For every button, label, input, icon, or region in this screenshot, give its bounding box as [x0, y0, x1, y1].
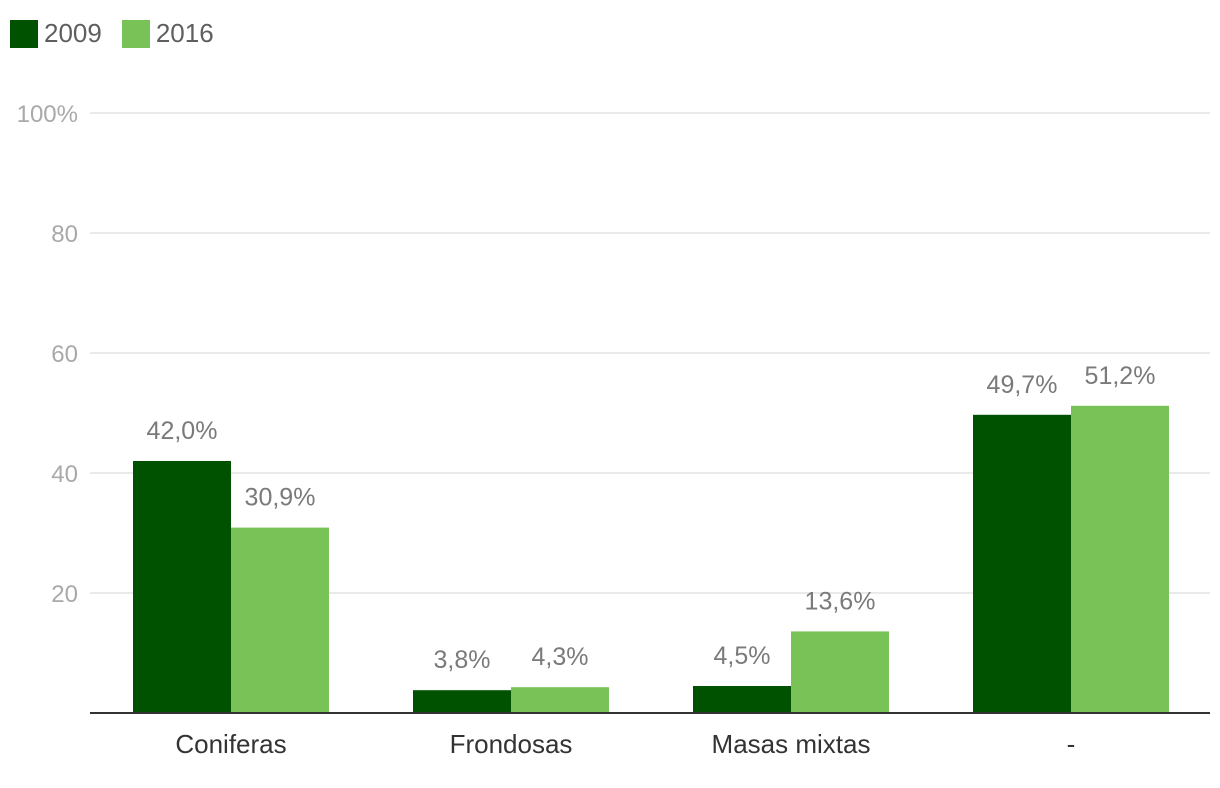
bar-2016-2[interactable]: [791, 631, 889, 713]
legend-item-2009[interactable]: 2009: [10, 18, 102, 49]
bar-2009-2[interactable]: [693, 686, 791, 713]
x-category-label-1: Frondosas: [450, 729, 573, 759]
legend-swatch-2009: [10, 19, 38, 48]
bar-2016-0[interactable]: [231, 527, 329, 713]
data-label-2009-2: 4,5%: [714, 642, 771, 670]
data-label-2009-3: 49,7%: [987, 371, 1058, 399]
legend-swatch-2016: [121, 19, 150, 48]
y-tick-label-60: 60: [51, 341, 78, 368]
bar-2016-1[interactable]: [511, 687, 609, 713]
bar-2009-3[interactable]: [973, 414, 1071, 713]
y-tick-label-40: 40: [51, 461, 78, 488]
bar-2009-1[interactable]: [413, 690, 511, 713]
legend-item-2016[interactable]: 2016: [121, 18, 214, 49]
y-tick-label-100: 100%: [17, 101, 78, 128]
data-label-2016-3: 51,2%: [1085, 362, 1156, 390]
data-label-2016-0: 30,9%: [245, 484, 316, 512]
x-category-label-2: Masas mixtas: [712, 729, 871, 759]
x-category-label-0: Coniferas: [175, 729, 286, 759]
legend-label-2016: 2016: [155, 18, 214, 48]
bar-2016-3[interactable]: [1071, 405, 1169, 713]
x-category-label-3: -: [1067, 729, 1076, 759]
legend-label-2009: 2009: [44, 18, 102, 48]
data-label-2016-1: 4,3%: [532, 643, 589, 671]
y-tick-label-20: 20: [51, 581, 78, 608]
data-label-2016-2: 13,6%: [805, 587, 876, 615]
bar-2009-0[interactable]: [133, 461, 231, 713]
data-label-2009-0: 42,0%: [147, 417, 218, 445]
data-label-2009-1: 3,8%: [434, 646, 491, 674]
chart-legend: 2009 2016: [10, 18, 234, 49]
y-tick-label-80: 80: [51, 221, 78, 248]
